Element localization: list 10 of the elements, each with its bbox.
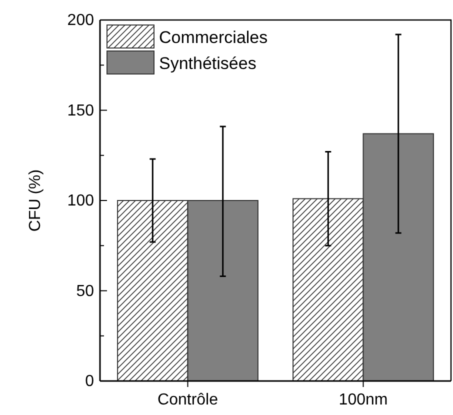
y-axis-title: CFU (%) (27, 169, 44, 232)
y-tick-label: 150 (67, 102, 94, 120)
y-tick-label: 50 (76, 282, 94, 300)
x-tick-label: 100nm (338, 391, 388, 408)
y-tick-label: 200 (67, 12, 94, 30)
y-tick-label: 100 (67, 192, 94, 210)
legend-label: Commerciales (159, 28, 268, 47)
legend-label: Synthétisées (159, 54, 256, 73)
x-tick-label: Contrôle (158, 391, 218, 408)
y-tick-label: 0 (85, 373, 94, 390)
